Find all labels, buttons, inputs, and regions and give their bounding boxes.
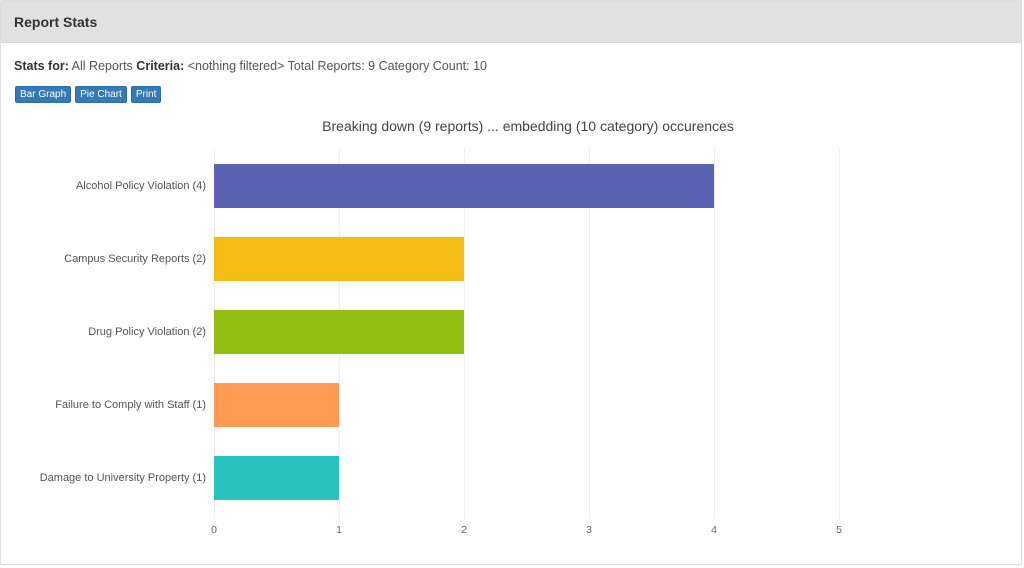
category-label: Failure to Comply with Staff (1) [55,399,206,411]
x-tick-label: 1 [336,524,342,536]
category-label: Damage to University Property (1) [39,472,206,484]
chart-toolbar: Bar Graph Pie Chart Print [15,86,162,103]
criteria-value: <nothing filtered> [187,59,285,73]
gridline [714,149,715,519]
bar-graph-button[interactable]: Bar Graph [15,86,72,103]
bar[interactable] [214,456,339,500]
pie-chart-button[interactable]: Pie Chart [75,86,127,103]
category-label: Campus Security Reports (2) [64,253,206,265]
bar[interactable] [214,237,464,281]
x-tick-label: 5 [836,524,842,536]
gridline [589,149,590,519]
criteria-label: Criteria: [136,59,185,73]
chart-title: Breaking down (9 reports) ... embedding … [322,118,734,134]
bar[interactable] [214,310,464,354]
category-label: Alcohol Policy Violation (4) [75,180,206,192]
bar-chart: 0 1 2 3 4 5 Alcohol Policy Violation (4) Campus… [1,141,1024,541]
total-reports: Total Reports: 9 [287,59,376,73]
bar[interactable] [214,383,339,427]
x-tick-label: 4 [711,524,717,536]
x-tick-label: 0 [211,524,217,536]
category-label: Drug Policy Violation (2) [88,326,206,338]
print-button[interactable]: Print [130,86,162,103]
gridline [464,149,465,519]
category-count: Category Count: 10 [378,59,488,73]
stats-for-label: Stats for: [14,59,69,73]
stats-summary: Stats for: All Reports Criteria: <nothin… [14,59,487,73]
x-tick-label: 2 [461,524,467,536]
gridline [839,149,840,519]
bar[interactable] [214,164,714,208]
stats-for-value: All Reports [71,59,133,73]
panel-header: Report Stats [1,1,1021,43]
panel-title: Report Stats [14,13,98,30]
x-tick-label: 3 [586,524,592,536]
